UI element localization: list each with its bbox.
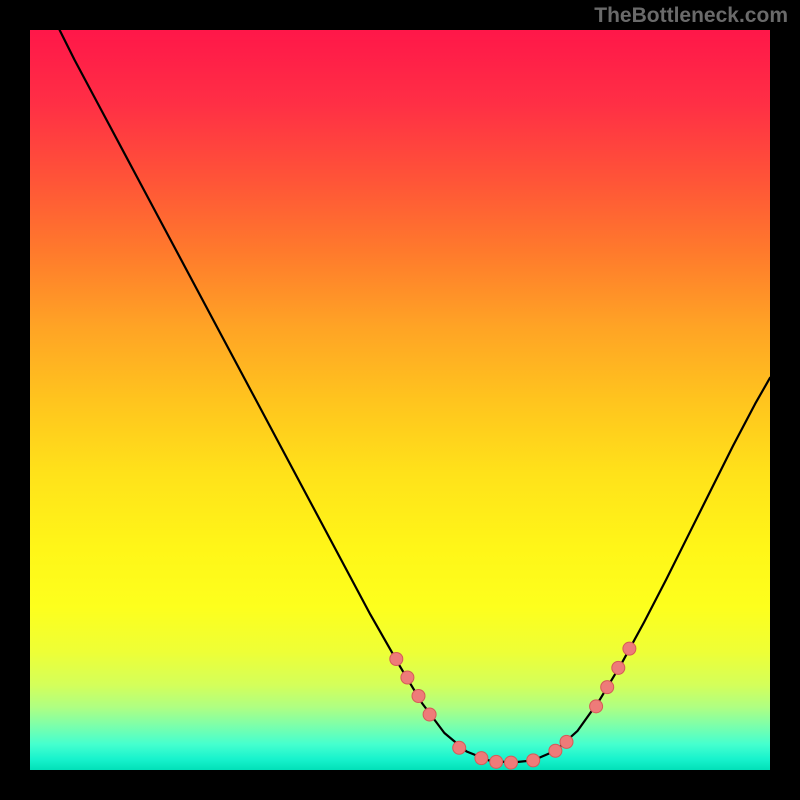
marker-dot — [549, 744, 562, 757]
marker-dot — [453, 741, 466, 754]
marker-dot — [623, 642, 636, 655]
watermark-text: TheBottleneck.com — [594, 4, 788, 28]
marker-dot — [505, 756, 518, 769]
marker-dot — [390, 653, 403, 666]
marker-dot — [601, 681, 614, 694]
marker-dot — [527, 754, 540, 767]
marker-dot — [612, 661, 625, 674]
marker-dot — [490, 755, 503, 768]
chart-container: TheBottleneck.com — [0, 0, 800, 800]
marker-dot — [560, 735, 573, 748]
chart-svg — [30, 30, 770, 770]
marker-dot — [412, 690, 425, 703]
marker-dot — [401, 671, 414, 684]
plot-area — [30, 30, 770, 770]
marker-dot — [423, 708, 436, 721]
marker-dot — [475, 752, 488, 765]
marker-dot — [590, 700, 603, 713]
